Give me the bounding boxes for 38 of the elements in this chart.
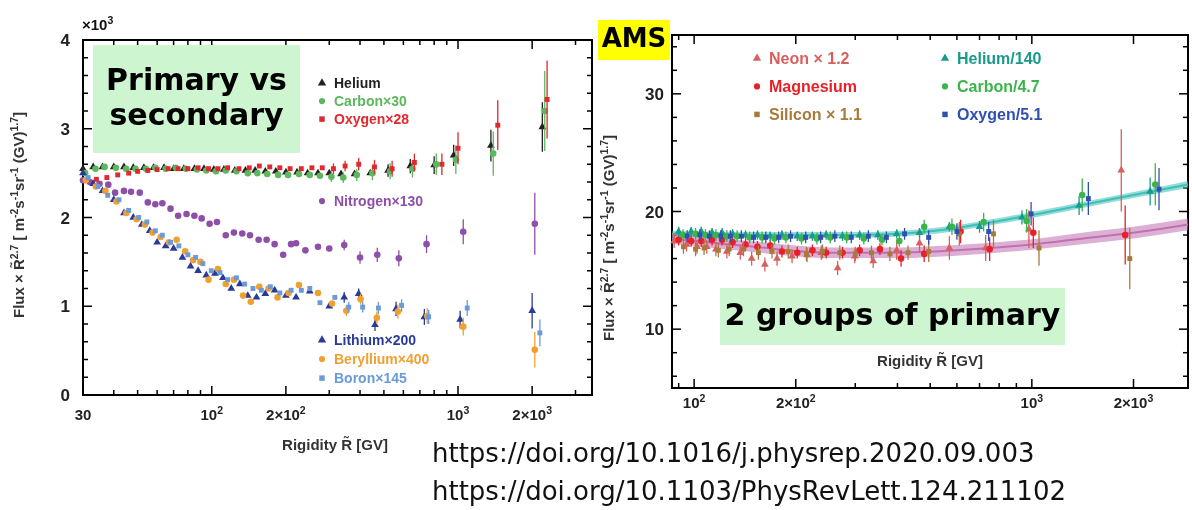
- x-tick-label: 2×10$^{2}$: [775, 392, 816, 411]
- legend-label: Helium/140: [957, 50, 1042, 67]
- x-axis-title: Rigidity R̃ [GV]: [877, 352, 983, 369]
- legend-label: Magnesium: [769, 78, 858, 95]
- y-tick-label: 0: [60, 386, 70, 405]
- legend-label: Beryllium×400: [334, 351, 430, 367]
- legend-label: Oxygen×28: [334, 111, 410, 127]
- annotation: 2 groups of primary: [724, 296, 1061, 332]
- legend-label: Neon × 1.2: [769, 50, 850, 67]
- y-tick-label: 4: [60, 31, 71, 50]
- legend-label: Oxygen/5.1: [957, 106, 1043, 123]
- text: https://doi.org/10.1016/j.physrep.2020.09.003: [432, 438, 1035, 468]
- annotation: Primary vs secondary: [106, 62, 287, 132]
- text: ×10$^{3}$: [82, 14, 114, 33]
- y-tick-label: 30: [645, 84, 664, 104]
- legend-label: Lithium×200: [334, 332, 417, 348]
- x-tick-label: 30: [74, 406, 92, 423]
- x-tick-label: 10$^{3}$: [446, 404, 470, 423]
- y-tick-label: 20: [645, 202, 664, 222]
- y-tick-label: 2: [60, 208, 70, 228]
- y-tick-label: 1: [60, 297, 70, 317]
- legend-label: Carbon/4.7: [957, 78, 1040, 95]
- x-tick-label: 10$^{2}$: [200, 404, 224, 423]
- y-tick-label: 3: [60, 119, 70, 139]
- legend-label: Nitrogen×130: [334, 193, 424, 209]
- text: AMS: [601, 23, 667, 54]
- x-tick-label: 2×10$^{3}$: [512, 404, 553, 423]
- x-tick-label: 10$^{3}$: [1020, 392, 1044, 411]
- text: https://doi.org/10.1103/PhysRevLett.124.211102: [432, 476, 1066, 506]
- x-tick-label: 10$^{2}$: [682, 392, 706, 411]
- legend-label: Silicon × 1.1: [769, 106, 863, 123]
- legend-label: Boron×145: [334, 370, 407, 386]
- y-tick-label: 10: [645, 320, 664, 340]
- legend-label: Carbon×30: [334, 93, 407, 109]
- x-tick-label: 2×10$^{2}$: [266, 404, 306, 423]
- x-axis-title: Rigidity R̃ [GV]: [282, 436, 388, 453]
- legend-label: Helium: [334, 75, 381, 91]
- x-tick-label: 2×10$^{3}$: [1113, 392, 1154, 411]
